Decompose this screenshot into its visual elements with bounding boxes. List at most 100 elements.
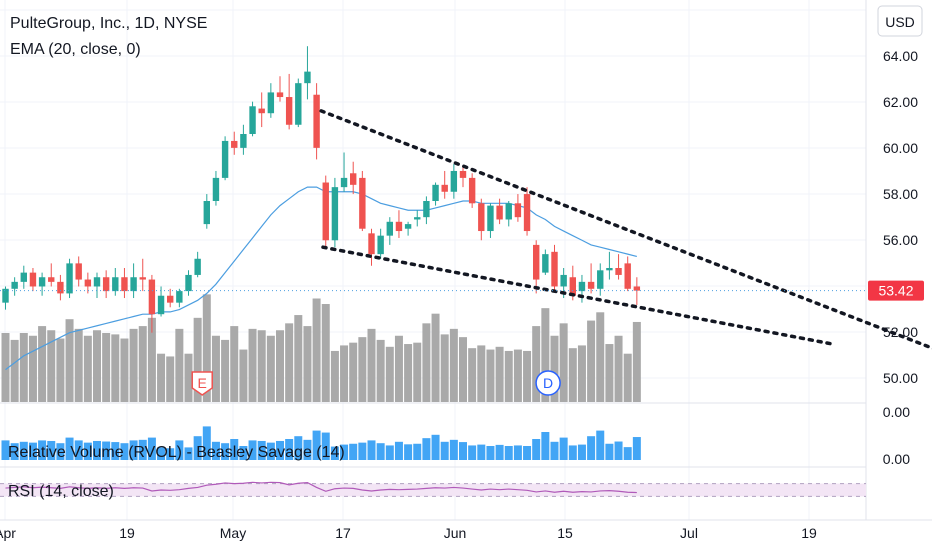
candle-body	[93, 277, 101, 287]
currency-button[interactable]	[877, 5, 923, 37]
time-tick-label: May	[220, 525, 246, 541]
candle-body	[176, 291, 183, 303]
volume-bar	[248, 328, 257, 402]
rvol-bar	[175, 440, 184, 460]
rvol-bar	[202, 426, 211, 460]
volume-bar	[83, 335, 92, 402]
candle-body	[11, 281, 18, 289]
candle-body	[359, 177, 366, 229]
volume-bar	[266, 335, 275, 402]
volume-bar	[202, 294, 211, 402]
candle-body	[551, 251, 558, 287]
rvol-bar	[56, 443, 65, 460]
candle	[331, 177, 339, 248]
candle-body	[322, 182, 329, 241]
rvol-bar	[459, 442, 467, 460]
candle	[432, 182, 439, 206]
candle	[75, 256, 82, 287]
volume-bars	[1, 294, 641, 402]
rvol-bar	[221, 443, 230, 460]
volume-bar	[157, 353, 166, 402]
rvol-bar	[330, 446, 339, 460]
event-marker-label: D	[543, 375, 553, 391]
volume-bar	[577, 345, 586, 402]
rvol-bar	[449, 439, 458, 460]
rvol-bar	[266, 442, 275, 460]
volume-bar	[1, 333, 10, 402]
event-marker-d: D	[535, 370, 561, 396]
candle	[459, 166, 467, 188]
rvol-bar	[559, 437, 568, 460]
candle	[20, 265, 27, 289]
candle	[2, 286, 9, 310]
candle	[441, 170, 448, 199]
ema-line	[5, 186, 637, 371]
time-axis[interactable]: Apr 19 May 17 Jun 15 Jul 19	[0, 525, 817, 541]
candle-body	[423, 201, 430, 218]
candle-body	[569, 277, 576, 296]
candle	[478, 198, 485, 241]
volume-bar	[93, 330, 101, 402]
rvol-bar	[431, 434, 440, 460]
volume-bar	[38, 326, 47, 402]
trendline-upper	[319, 109, 932, 350]
rvol-bar	[413, 443, 422, 460]
volume-bar	[632, 321, 641, 402]
volume-bar	[303, 326, 312, 402]
candle	[121, 268, 128, 299]
rvol-bar	[358, 442, 367, 460]
candle	[514, 194, 522, 222]
rvol-bar	[1, 440, 10, 460]
candle	[93, 272, 101, 299]
rvol-bar	[440, 441, 449, 460]
volume-bar	[276, 330, 284, 402]
volume-bar	[221, 339, 230, 402]
volume-bar	[349, 342, 358, 402]
candle	[249, 101, 256, 137]
volume-bar	[111, 334, 120, 402]
rvol-bar	[257, 440, 266, 460]
candle-body	[231, 140, 238, 148]
candle-body	[313, 94, 320, 148]
rvol-bar	[385, 445, 394, 460]
candle-body	[432, 184, 439, 201]
candle-body	[285, 97, 293, 125]
price-tick-label: 50.00	[883, 370, 918, 386]
candle	[468, 173, 476, 208]
price-tick-label: 62.00	[883, 94, 918, 110]
volume-bar	[385, 346, 394, 402]
rvol-bar	[541, 432, 550, 460]
price-tag-value: 53.42	[878, 283, 913, 299]
volume-bar	[102, 333, 111, 402]
volume-bar	[147, 317, 156, 402]
volume-bar	[440, 334, 449, 402]
candle	[450, 164, 458, 199]
volume-bar	[358, 337, 367, 402]
rvol-bar	[422, 438, 431, 460]
rvol-bar	[340, 444, 349, 460]
candle-body	[148, 279, 156, 315]
rvol-bar	[632, 437, 641, 460]
rvol-bar	[568, 445, 577, 460]
candle-body	[340, 177, 348, 188]
candle-body	[578, 281, 586, 292]
volume-bar	[559, 323, 568, 402]
candle	[139, 258, 146, 292]
rvol-bar	[120, 443, 129, 460]
candle	[340, 152, 348, 192]
rvol-bar	[193, 436, 202, 460]
rvol-bar	[312, 430, 321, 460]
candle	[350, 161, 357, 195]
candle	[221, 136, 229, 181]
volume-bar	[587, 320, 596, 402]
rvol-bar	[523, 446, 532, 460]
candle-body	[221, 140, 229, 178]
candle	[587, 263, 595, 294]
candle-body	[624, 263, 631, 289]
candle-body	[404, 224, 412, 229]
candle-body	[606, 268, 613, 271]
volume-bar	[184, 353, 193, 402]
volume-bar	[477, 345, 486, 402]
